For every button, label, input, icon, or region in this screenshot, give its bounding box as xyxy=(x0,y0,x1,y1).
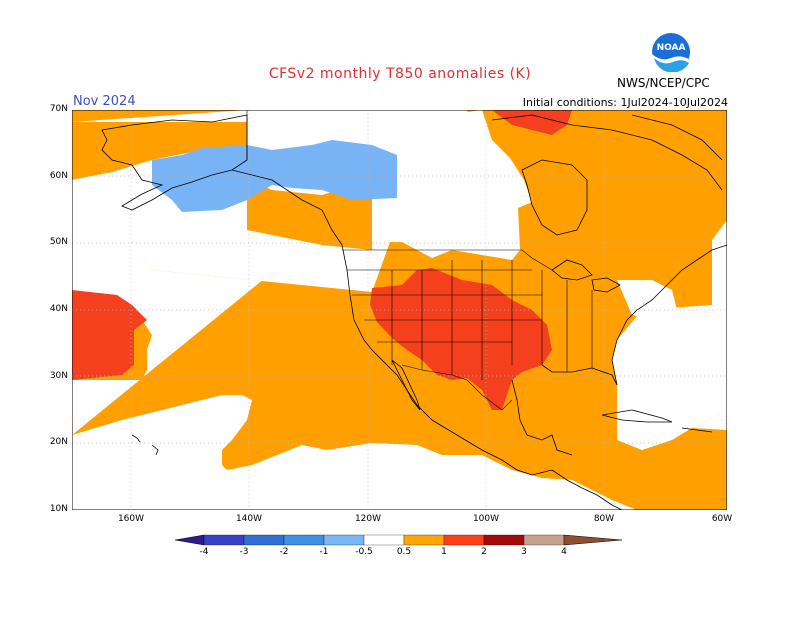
colorbar-bin xyxy=(203,534,245,546)
colorbar-label: 1 xyxy=(441,547,447,557)
lat-label-10n: 10N xyxy=(49,504,68,514)
colorbar-bin xyxy=(243,534,285,546)
light-blue-anomaly-region xyxy=(152,140,397,212)
colorbar-label: -4 xyxy=(199,547,209,557)
lon-label-100w: 100W xyxy=(472,514,500,524)
lon-label-80w: 80W xyxy=(593,514,615,524)
colorbar xyxy=(174,534,623,546)
colorbar-label: 0.5 xyxy=(396,547,412,557)
lat-label-60n: 60N xyxy=(49,171,68,181)
lon-label-60w: 60W xyxy=(711,514,733,524)
forecast-month: Nov 2024 xyxy=(73,94,136,109)
colorbar-label: -3 xyxy=(239,547,249,557)
colorbar-bin xyxy=(363,534,405,546)
colorbar-label: -2 xyxy=(279,547,289,557)
lat-label-50n: 50N xyxy=(49,237,68,247)
colorbar-label: 4 xyxy=(561,547,567,557)
lat-label-30n: 30N xyxy=(49,371,68,381)
colorbar-label: -0.5 xyxy=(355,547,373,557)
colorbar-min-arrow xyxy=(174,534,205,546)
colorbar-bin xyxy=(323,534,365,546)
colorbar-bin xyxy=(523,534,565,546)
colorbar-bin xyxy=(443,534,485,546)
lat-label-20n: 20N xyxy=(49,437,68,447)
coastlines xyxy=(101,114,727,510)
red-anomaly-region xyxy=(72,110,572,410)
lat-label-40n: 40N xyxy=(49,304,68,314)
colorbar-max-arrow xyxy=(563,534,623,546)
anomaly-map xyxy=(72,110,727,510)
lon-label-120w: 120W xyxy=(354,514,382,524)
colorbar-label: 3 xyxy=(521,547,527,557)
initial-conditions: Initial conditions: 1Jul2024-10Jul2024 xyxy=(522,96,728,109)
colorbar-label: -1 xyxy=(319,547,329,557)
organization-label: NWS/NCEP/CPC xyxy=(617,76,710,90)
lon-label-160w: 160W xyxy=(117,514,145,524)
colorbar-label: 2 xyxy=(481,547,487,557)
noaa-logo: NOAA xyxy=(651,32,691,77)
graticule xyxy=(72,110,727,510)
colorbar-bin xyxy=(483,534,525,546)
colorbar-bin xyxy=(403,534,445,546)
colorbar-bin xyxy=(283,534,325,546)
noaa-logo-text: NOAA xyxy=(657,43,686,53)
map-title: CFSv2 monthly T850 anomalies (K) xyxy=(268,66,532,82)
political-borders xyxy=(246,110,593,411)
lon-label-140w: 140W xyxy=(235,514,263,524)
lat-label-70n: 70N xyxy=(49,104,68,114)
